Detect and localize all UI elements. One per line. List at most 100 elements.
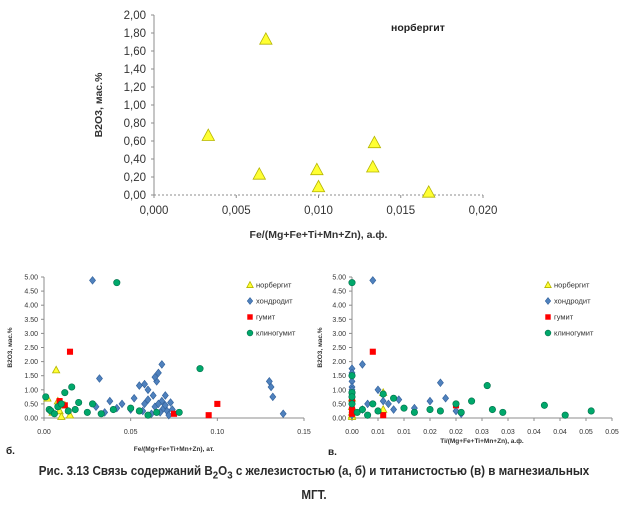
panel-b-point-diamond [89,276,96,285]
panel-b-point-circle [175,408,183,416]
panel-b-point-diamond [279,409,287,419]
panel-c-legend-label: хондродит [554,297,591,306]
panel-c-x-tick-label: 0.04 [527,429,541,436]
panel-b-point-circle [196,365,204,373]
panel-c-y-tick-label: 4.00 [332,303,346,310]
panel-b-point-circle [68,383,76,391]
panel-a-point-triangle [421,184,436,198]
panel-c-x-tick-label: 0.03 [475,429,489,436]
panel-c-point-circle [540,401,548,409]
panel-c-point-square [369,348,376,355]
panel-b-point-diamond [167,398,174,407]
panel-c-point-diamond [374,385,382,395]
panel-a-y-tick-label: 1,60 [124,46,146,58]
panel-b-point-square [170,410,178,417]
panel-c-point-circle [483,382,491,390]
panel-a-y-tick-label: 1,00 [124,100,146,112]
panel-c-legend-label: клиногумит [554,329,594,338]
panel-b-point-diamond [158,396,166,406]
panel-b-point-diamond [144,395,152,404]
panel-b-point-diamond [165,410,173,420]
panel-c-point-circle [452,400,460,408]
panel-b-point-circle [153,408,161,416]
panel-c-point-circle [488,406,496,414]
panel-b-label: б. [6,445,15,457]
panel-b-legend-label: гумит [256,313,276,322]
panel-c-point-circle [436,407,444,415]
panel-c-point-diamond [358,360,366,369]
panel-b-point-circle [113,279,121,287]
panel-c-x-axis-title: Ti/(Mg+Fe+Ti+Mn+Zn), а.ф. [440,438,524,445]
panel-c-x-tick-label: 0.01 [397,429,411,436]
panel-a-y-tick-label: 0,80 [124,118,146,130]
panel-c-point-circle [587,407,595,415]
panel-c-point-circle [364,411,372,419]
panel-c-y-tick-label: 2.50 [332,345,346,352]
panel-b-point-triangle [51,365,61,374]
panel-b-point-diamond [269,392,277,402]
panel-b-point-diamond [135,381,143,390]
panel-b-point-triangle [57,411,66,420]
panel-a-y-tick-label: 0,40 [124,154,146,166]
panel-b-point-circle [71,406,79,414]
panel-b-point-diamond [151,372,159,382]
panel-a-point-triangle [311,179,326,193]
panel-b-point-square [61,402,68,409]
panel-c-point-circle [410,408,418,416]
panel-c-label: в. [328,447,337,458]
panel-a-point-triangle [310,162,324,176]
panel-a-title: норбергит [391,22,445,34]
panel-c-point-circle [457,408,465,416]
panel-b-point-diamond [106,396,114,406]
panel-b-point-circle [109,406,117,414]
panel-b-y-tick-label: 0.50 [24,401,38,408]
panel-a-x-tick-label: 0,000 [140,205,169,217]
panel-b-point-diamond [118,399,126,409]
panel-b-x-axis-title: Fe/(Mg+Fe+Ti+Mn+Zn), ат. [134,446,215,453]
panel-c-y-tick-label: 3.50 [332,317,346,324]
panel-b-y-tick-label: 2.50 [24,345,38,352]
panel-b-point-square [214,400,221,407]
panel-b-point-diamond [154,399,162,409]
panel-b-legend-marker-triangle [246,280,254,288]
panel-c-point-diamond [390,405,398,414]
panel-c-y-axis-title: B2O3, мас.% [317,327,324,367]
panel-c-point-circle [348,393,356,401]
panel-b-point-circle [42,393,50,401]
panel-b-legend-marker-square [247,314,253,320]
panel-c-x-tick-label: 0.01 [371,429,385,436]
panel-c-legend-marker-circle [544,329,552,337]
panel-b-point-diamond [161,391,169,400]
panel-b-y-tick-label: 1.50 [24,373,38,380]
panel-c-point-diamond [379,396,387,406]
panel-b-y-tick-label: 4.50 [24,289,38,296]
panel-c-point-circle [561,411,569,419]
panel-b-legend-marker-diamond [246,297,254,305]
panel-a-y-tick-label: 1,40 [124,64,146,76]
panel-c-point-square [380,412,387,419]
panel-c-legend-label: норбергит [554,281,590,290]
panel-b-point-diamond [144,385,152,395]
panel-c-point-diamond [369,276,377,285]
panel-c-point-circle [379,390,387,398]
panel-b-point-square [66,348,74,355]
panel-c-x-tick-label: 0.03 [501,429,515,436]
panel-c-point-circle [358,406,366,414]
panel-c-point-circle [374,407,382,415]
panel-a-point-triangle [365,159,380,173]
panel-c-legend-marker-square [545,314,551,320]
panel-c-x-tick-label: 0.00 [345,429,359,436]
panel-a-point-triangle [201,128,216,141]
panel-c-y-tick-label: 0.00 [332,415,346,422]
panel-b-point-circle [61,389,69,397]
panel-b-legend-marker-circle [246,329,254,337]
panel-b-x-tick-label: 0.00 [37,429,51,436]
panel-c-x-tick-label: 0.04 [553,429,567,436]
panel-b-y-tick-label: 5.00 [24,274,38,281]
panel-b-y-tick-label: 2.00 [24,359,38,366]
panel-a-y-tick-label: 1,20 [124,82,146,94]
panel-b-legend-label: норбергит [256,281,292,290]
panel-a-point-triangle [259,31,273,45]
panel-a-y-tick-label: 0,60 [124,136,146,148]
